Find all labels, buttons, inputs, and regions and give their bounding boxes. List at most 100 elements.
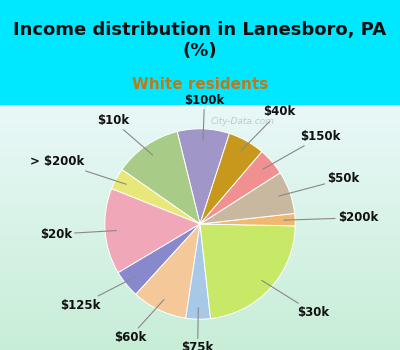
Bar [0, 116, 400, 117]
Bar [0, 324, 400, 326]
Bar [0, 146, 400, 147]
Bar [0, 342, 400, 343]
Text: $20k: $20k [40, 228, 116, 240]
Bar [0, 253, 400, 254]
Bar [0, 318, 400, 319]
Bar [0, 122, 400, 124]
Bar [0, 240, 400, 241]
Bar [0, 319, 400, 321]
Bar [0, 237, 400, 239]
Bar [0, 204, 400, 205]
Bar [0, 302, 400, 303]
Bar [0, 281, 400, 283]
Bar [0, 222, 400, 223]
Wedge shape [200, 152, 280, 224]
Bar [0, 236, 400, 237]
Bar [0, 343, 400, 344]
Bar [0, 335, 400, 337]
Bar [0, 250, 400, 251]
Bar [0, 169, 400, 170]
Bar [0, 298, 400, 299]
Bar [0, 264, 400, 266]
Bar [0, 257, 400, 258]
Bar [0, 185, 400, 186]
Bar [0, 192, 400, 193]
Wedge shape [112, 169, 200, 224]
Text: White residents: White residents [132, 77, 268, 92]
Bar [0, 174, 400, 175]
Bar [0, 125, 400, 126]
Bar [0, 199, 400, 201]
Bar [0, 208, 400, 209]
Bar [0, 241, 400, 242]
Bar [0, 309, 400, 311]
Bar [0, 149, 400, 150]
Bar [0, 274, 400, 275]
Bar [0, 278, 400, 279]
Bar [0, 323, 400, 324]
Bar [0, 112, 400, 114]
Bar [0, 344, 400, 345]
Bar [0, 230, 400, 231]
Bar [0, 268, 400, 269]
Bar [0, 266, 400, 267]
Bar [0, 263, 400, 264]
Bar [0, 209, 400, 210]
Text: $40k: $40k [241, 105, 295, 151]
Text: $75k: $75k [182, 308, 214, 350]
Bar [0, 224, 400, 225]
Bar [0, 288, 400, 289]
Bar [0, 220, 400, 222]
Bar [0, 141, 400, 142]
Bar [0, 232, 400, 234]
Bar [0, 329, 400, 330]
Text: > $200k: > $200k [30, 155, 126, 184]
Bar [0, 349, 400, 350]
Bar [0, 138, 400, 139]
Bar [0, 202, 400, 203]
Bar [0, 214, 400, 215]
Wedge shape [136, 224, 200, 318]
Bar [0, 201, 400, 202]
Bar [0, 158, 400, 159]
Bar [0, 175, 400, 176]
Bar [0, 242, 400, 244]
Bar [0, 225, 400, 226]
Bar [0, 203, 400, 204]
Bar [0, 245, 400, 246]
Bar [0, 186, 400, 187]
Bar [0, 262, 400, 263]
Bar [0, 218, 400, 219]
Bar [0, 333, 400, 334]
Bar [0, 109, 400, 110]
Bar [0, 326, 400, 327]
Bar [0, 322, 400, 323]
Bar [0, 187, 400, 188]
Bar [0, 290, 400, 291]
Wedge shape [200, 224, 295, 318]
Bar [0, 117, 400, 119]
Bar [0, 207, 400, 208]
Bar [0, 162, 400, 164]
Bar [0, 212, 400, 213]
Bar [0, 294, 400, 295]
Bar [0, 215, 400, 216]
Bar [0, 259, 400, 260]
Bar [0, 190, 400, 191]
Bar [0, 177, 400, 178]
Bar [0, 111, 400, 112]
Bar [0, 164, 400, 165]
Text: $60k: $60k [114, 300, 164, 344]
Bar [0, 173, 400, 174]
Text: $50k: $50k [279, 172, 360, 196]
Text: $30k: $30k [262, 280, 329, 319]
Bar [0, 275, 400, 276]
Bar [0, 300, 400, 301]
Wedge shape [200, 214, 295, 226]
Bar [0, 210, 400, 211]
Bar [0, 301, 400, 302]
Bar [0, 133, 400, 134]
Bar [0, 327, 400, 328]
Bar [0, 159, 400, 160]
Text: $100k: $100k [184, 94, 224, 140]
